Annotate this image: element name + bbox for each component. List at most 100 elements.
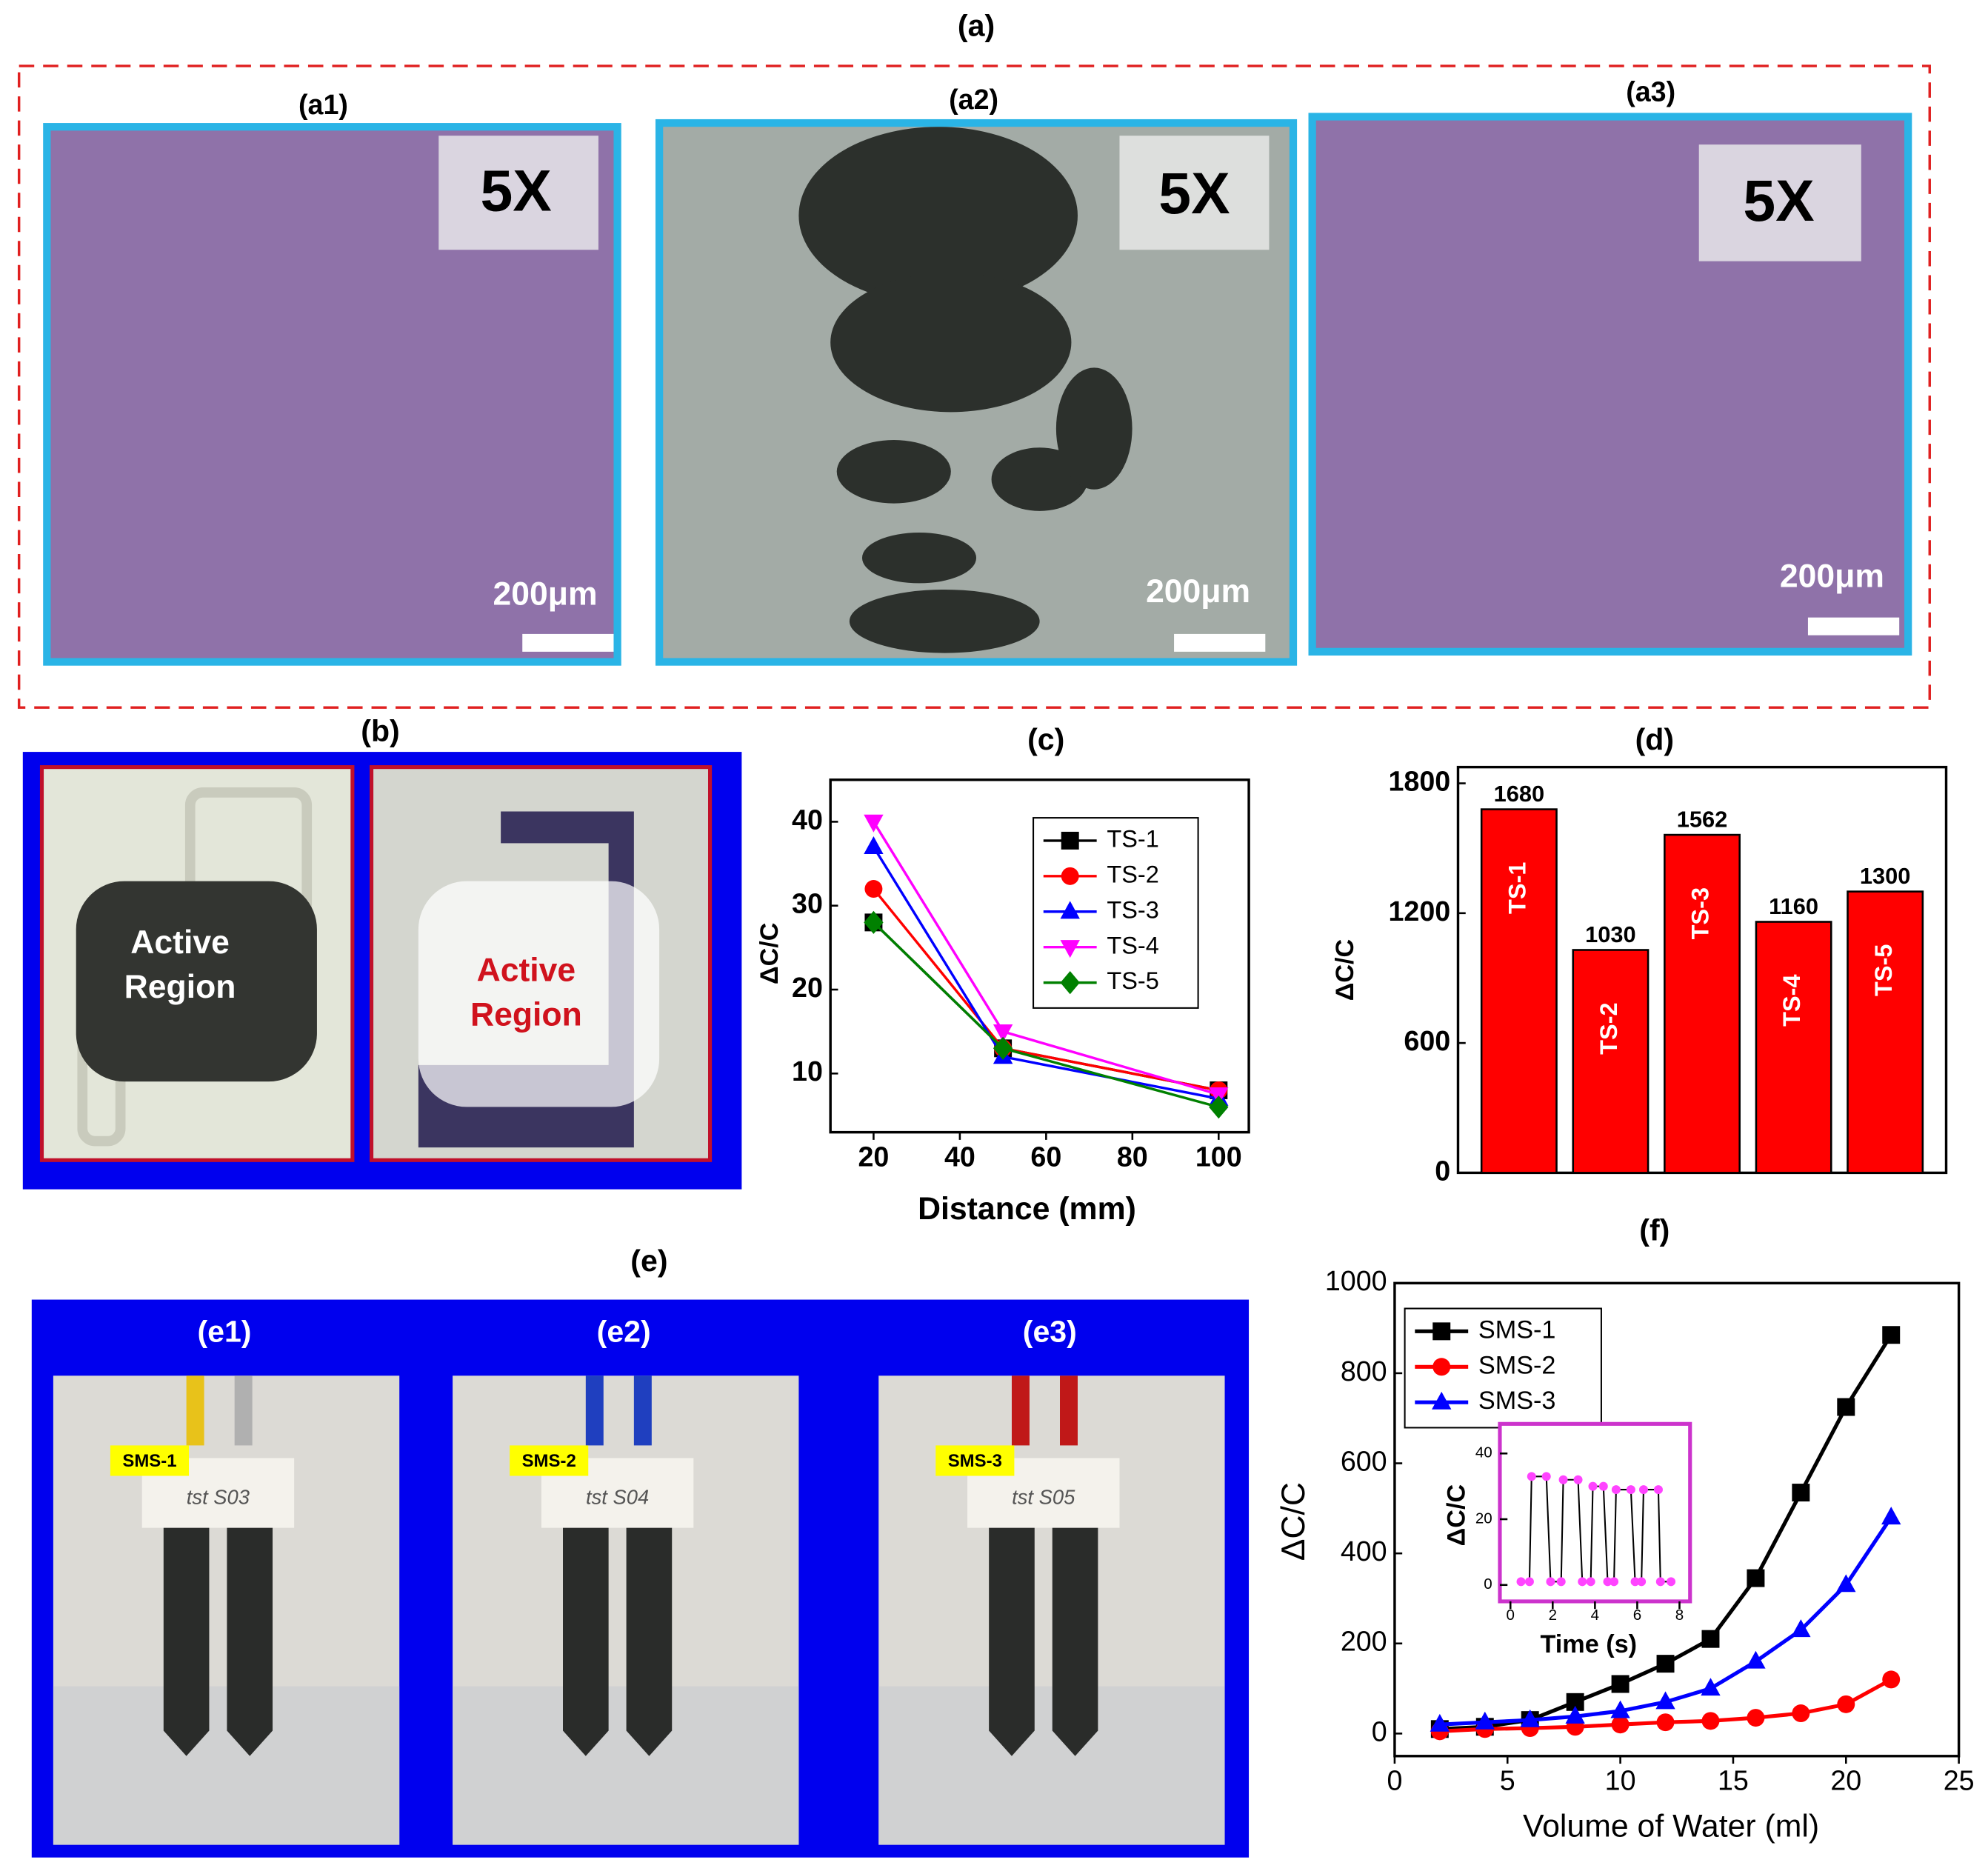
marker [1524,1577,1534,1587]
marker [1546,1577,1555,1587]
panel-a-frame [17,64,1931,709]
region-label: Active [477,953,576,989]
legend-label: SMS-2 [1478,1351,1556,1379]
marker [993,1024,1013,1043]
y-tick-label: 800 [1341,1356,1387,1387]
category-label: TS-3 [1687,887,1714,939]
probe [1052,1527,1098,1731]
marker [1598,1481,1608,1491]
data-label: 1300 [1860,863,1911,889]
category-label: TS-5 [1870,944,1897,996]
bar [1664,833,1741,1174]
marker [1701,1630,1720,1648]
x-tick-label: 8 [1675,1607,1684,1624]
x-tick-label: 10 [1605,1765,1636,1796]
y-axis-label: ΔC/C [1443,1484,1471,1547]
x-tick-label: 100 [1195,1141,1242,1172]
marker [1791,1619,1811,1638]
data-label: 1680 [1494,781,1545,807]
marker [1792,1484,1810,1502]
label-box [1698,144,1861,261]
region-label: Active [130,924,230,961]
scale-bar [1174,633,1266,652]
y-axis-label: ΔC/C [1331,939,1359,1001]
marker [1792,1704,1810,1722]
region-label: Region [124,969,236,1005]
marker [1586,1577,1595,1587]
sensor-tag-label: SMS-3 [948,1451,1002,1471]
marker [1881,1507,1901,1525]
marker [1209,1096,1229,1119]
y-tick-label: 200 [1341,1626,1387,1657]
wire [234,1376,253,1446]
y-axis-label: ΔC/C [1275,1482,1312,1561]
marker [1603,1577,1612,1587]
marker [1837,1398,1855,1416]
y-tick-label: 400 [1341,1535,1387,1567]
sensor-tag-label: SMS-2 [522,1451,576,1471]
marker [1430,1713,1450,1732]
x-tick-label: 20 [1830,1765,1861,1796]
marker [1527,1472,1536,1481]
y-tick-label: 30 [792,888,823,919]
x-axis-label: Volume of Water (ml) [1523,1809,1819,1844]
y-axis-label: ΔC/C [755,922,784,984]
x-tick-label: 0 [1387,1765,1402,1796]
y-tick-label: 1800 [1388,765,1450,796]
magnification: 5X [1158,161,1230,226]
shadow [53,1686,400,1845]
probe-tip [227,1730,273,1756]
marker [1432,1391,1452,1410]
probe [163,1527,210,1731]
scale-label: 200μm [1146,573,1250,610]
magnification: 5X [1743,168,1814,233]
marker [1656,1655,1675,1673]
sensor-tag [935,1445,1015,1476]
marker [1882,1670,1901,1689]
marker [1558,1475,1568,1484]
x-tick-label: 15 [1718,1765,1749,1796]
legend-label: SMS-3 [1478,1387,1556,1415]
marker [1578,1577,1587,1587]
chart-title: (d) [1635,722,1674,756]
y-tick-label: 1000 [1325,1265,1387,1296]
panel-label: (a2) [949,84,998,115]
chart-title: (f) [1639,1213,1670,1247]
legend-label: TS-3 [1107,896,1158,923]
probe [563,1527,609,1731]
panel-label: (e) [630,1244,667,1278]
shadow [878,1686,1225,1845]
wire [633,1376,652,1446]
bar [1480,808,1558,1174]
y-tick-label: 40 [1475,1444,1492,1461]
marker [1610,1577,1619,1587]
marker [1637,1577,1647,1587]
marker [1653,1485,1663,1495]
category-label: TS-2 [1595,1002,1622,1054]
marker [864,814,884,833]
panel-label: (b) [361,713,399,747]
marker [1566,1693,1584,1711]
marker [1882,1326,1901,1344]
marker [1565,1705,1585,1724]
y-tick-label: 40 [792,804,823,835]
dark-region [798,127,1133,653]
y-tick-label: 20 [792,972,823,1003]
wire [585,1376,604,1446]
y-tick-label: 0 [1484,1575,1492,1593]
probe-tip [563,1730,609,1756]
scale-bar [1807,617,1900,636]
marker [1061,831,1079,850]
sensor-tag-label: SMS-1 [122,1451,176,1471]
marker [1060,901,1080,919]
x-tick-label: 20 [858,1141,889,1172]
active-region [76,881,317,1082]
bar [1572,949,1650,1174]
marker [1573,1475,1583,1484]
data-label: 1030 [1585,921,1636,947]
marker [1611,1715,1630,1734]
marker [1746,1650,1766,1669]
x-tick-label: 0 [1507,1607,1515,1624]
label-box [438,136,598,250]
